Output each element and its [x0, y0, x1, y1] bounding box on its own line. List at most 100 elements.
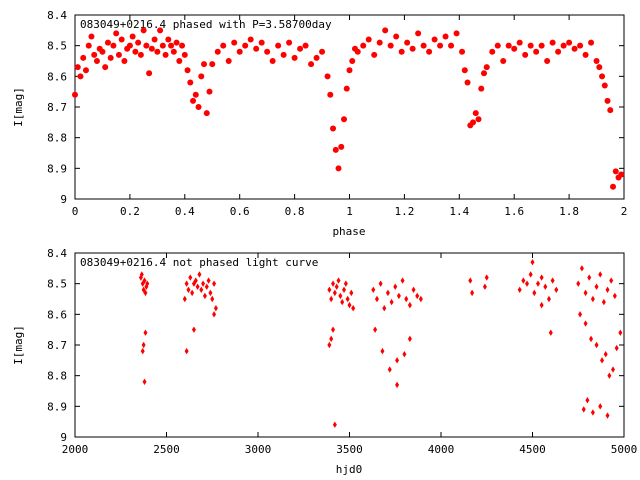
data-point: [539, 301, 544, 309]
y-tick-label: 8.6: [47, 308, 67, 321]
x-tick-label: 0.8: [285, 205, 305, 218]
data-point: [140, 347, 145, 355]
data-point: [184, 280, 189, 287]
y-tick-label: 8.8: [47, 370, 67, 383]
data-point: [93, 58, 100, 64]
data-point: [159, 42, 166, 49]
data-point: [500, 58, 507, 64]
data-point: [579, 265, 584, 272]
data-point: [342, 286, 347, 293]
data-point: [387, 366, 392, 373]
x-tick-label: 3500: [336, 443, 363, 456]
data-point: [208, 289, 213, 297]
data-point: [332, 421, 337, 428]
data-point: [607, 372, 612, 379]
data-point: [286, 39, 293, 46]
data-point: [146, 70, 153, 77]
data-point: [349, 58, 356, 64]
data-point: [393, 283, 398, 290]
data-point: [378, 280, 383, 287]
y-tick-label: 9: [60, 193, 67, 206]
data-point: [371, 286, 376, 293]
x-tick-label: 1.6: [504, 205, 524, 218]
data-point: [137, 51, 144, 58]
data-point: [389, 298, 394, 306]
data-point: [538, 42, 545, 49]
data-point: [605, 286, 610, 293]
y-axis-label: I[mag]: [12, 87, 25, 127]
data-point: [212, 280, 217, 287]
data-point: [332, 146, 339, 153]
data-point: [437, 42, 444, 49]
data-point: [607, 107, 614, 114]
data-point: [395, 357, 400, 364]
data-point: [618, 171, 625, 178]
data-points: [138, 259, 623, 428]
x-tick-label: 2: [621, 205, 628, 218]
data-point: [618, 329, 623, 336]
data-point: [132, 48, 139, 55]
data-point: [201, 280, 206, 287]
data-point: [578, 311, 583, 318]
data-point: [374, 295, 379, 303]
data-point: [609, 277, 614, 284]
x-axis-label: phase: [332, 225, 365, 238]
data-point: [525, 280, 530, 287]
data-point: [380, 347, 385, 355]
data-point: [275, 42, 282, 49]
data-point: [583, 289, 588, 297]
data-point: [242, 42, 249, 49]
data-point: [148, 45, 155, 52]
x-tick-label: 3000: [245, 443, 272, 456]
y-tick-label: 8.7: [47, 339, 67, 352]
data-point: [338, 143, 345, 150]
data-point: [104, 39, 111, 46]
data-point: [516, 39, 523, 46]
data-point: [203, 110, 210, 117]
x-tick-label: 1: [346, 205, 353, 218]
data-point: [269, 58, 276, 64]
data-point: [327, 286, 332, 293]
data-point: [382, 305, 387, 312]
data-point: [297, 45, 304, 52]
data-point: [126, 42, 133, 49]
y-tick-label: 8.6: [47, 70, 67, 83]
data-point: [420, 42, 427, 49]
data-point: [461, 67, 468, 74]
data-point: [549, 39, 556, 46]
x-tick-label: 2000: [62, 443, 89, 456]
data-point: [590, 409, 595, 416]
data-point: [142, 277, 147, 284]
data-point: [118, 36, 125, 43]
data-point: [360, 42, 367, 49]
data-point: [334, 283, 339, 290]
data-point: [589, 335, 594, 343]
y-tick-label: 8.9: [47, 400, 67, 413]
data-point: [141, 341, 146, 349]
data-point: [442, 33, 449, 40]
data-point: [107, 54, 114, 61]
x-tick-label: 1.8: [559, 205, 579, 218]
data-point: [191, 326, 196, 333]
chart-title: 083049+0216.4 not phased light curve: [80, 256, 318, 269]
data-point: [404, 39, 411, 46]
data-point: [393, 33, 400, 40]
data-point: [319, 48, 326, 55]
data-point: [343, 85, 350, 92]
data-point: [190, 97, 197, 104]
data-point: [576, 280, 581, 287]
data-point: [415, 30, 422, 37]
x-tick-label: 0: [72, 205, 79, 218]
data-point: [482, 283, 487, 290]
data-point: [338, 292, 343, 300]
data-point: [190, 289, 195, 297]
data-point: [398, 48, 405, 55]
data-point: [407, 301, 412, 309]
data-point: [604, 97, 611, 104]
data-point: [582, 51, 589, 58]
data-point: [522, 51, 529, 58]
data-point: [407, 335, 412, 343]
data-point: [165, 36, 172, 43]
data-point: [291, 54, 298, 61]
